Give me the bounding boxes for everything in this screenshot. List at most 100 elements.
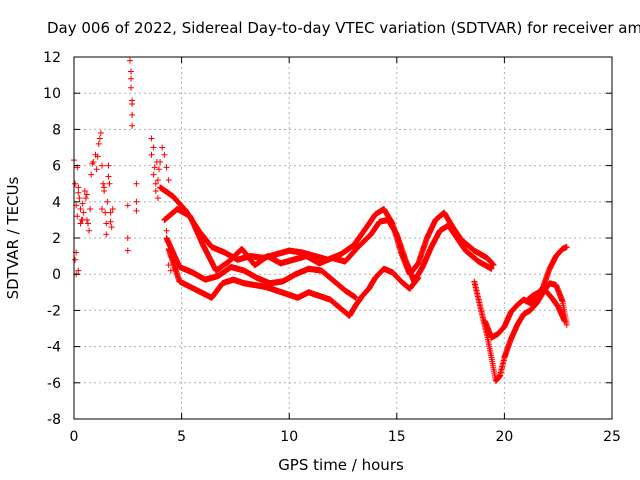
data-point [107,218,114,225]
data-point [105,173,112,180]
data-point [94,153,101,160]
data-point [163,164,170,171]
data-point [165,177,172,184]
data-point [128,84,135,91]
data-point [152,180,159,187]
data-point [95,140,102,147]
series-track-d [163,235,359,301]
data-point [97,130,104,137]
data-point [133,180,140,187]
data-point [163,227,170,234]
y-tick-label: 2 [52,231,61,247]
data-point [563,244,570,251]
data-point [157,158,164,165]
data-point [150,144,157,151]
data-point [84,220,91,227]
data-point [86,227,93,234]
y-tick-label: 10 [43,86,61,102]
x-tick-label: 10 [280,429,298,445]
data-point [102,209,109,216]
data-point [488,265,495,272]
data-point [103,220,110,227]
data-point [93,166,100,173]
x-tick-label: 25 [603,429,621,445]
data-point [167,267,174,274]
x-tick-labels: 0 5 10 15 20 25 [70,429,621,445]
x-tick-label: 5 [177,429,186,445]
data-point [133,198,140,205]
data-point [76,195,83,202]
y-tick-label: 0 [52,267,61,283]
data-point [165,262,172,269]
x-axis-title: GPS time / hours [278,456,404,474]
y-tick-label: 12 [43,50,61,66]
data-point [80,209,87,216]
data-point [81,187,88,194]
y-tick-label: 4 [52,195,61,211]
data-point [128,75,135,82]
data-point [106,180,113,187]
data-point [105,162,112,169]
data-point [159,144,166,151]
data-point [415,274,422,281]
data-point [154,177,161,184]
data-point [154,195,161,202]
data-point [161,216,168,223]
data-point [104,198,111,205]
data-point [148,135,155,142]
data-point [129,97,136,104]
series-gap-scatter [124,57,174,274]
data-point [150,171,157,178]
data-point [101,184,108,191]
chart-title: Day 006 of 2022, Sidereal Day-to-day VTE… [47,19,640,37]
data-point [98,206,105,213]
data-point [124,202,131,209]
data-point [126,57,133,64]
data-point [109,206,116,213]
data-point [74,213,81,220]
data-point [490,262,497,269]
data-point [72,256,79,263]
y-tick-label: -6 [47,376,61,392]
data-point [161,151,168,158]
data-point [79,216,86,223]
data-point [100,180,107,187]
grid-lines [74,57,612,419]
data-point [82,195,89,202]
data-point [129,111,136,118]
data-point [103,231,110,238]
data-point [89,160,96,167]
axis-ticks [73,56,613,420]
data-point [77,220,84,227]
y-tick-label: -2 [47,303,61,319]
data-point [563,321,570,328]
data-point [156,166,163,173]
data-point [129,122,136,129]
data-point [108,224,115,231]
data-point [151,164,158,171]
data-point [96,135,103,142]
y-tick-label: 6 [52,159,61,175]
y-tick-label: -8 [47,412,61,428]
data-point [133,207,140,214]
data-point [128,68,135,75]
data-point [75,189,82,196]
data-point [124,235,131,241]
y-tick-label: 8 [52,122,61,138]
data-point [561,318,568,325]
x-tick-label: 15 [388,429,406,445]
data-point [75,184,82,191]
data-point [124,247,131,254]
y-tick-labels: -8 -6 -4 -2 0 2 4 6 8 10 12 [43,50,61,428]
data-point [72,180,79,187]
series-early-scatter [71,130,116,278]
series-track-e [471,278,570,384]
y-tick-label: -4 [47,340,61,356]
data-point [79,200,86,207]
data-point [77,206,84,213]
data-point [152,187,159,194]
data-point [107,209,114,216]
y-axis-title: SDTVAR / TECUs [4,176,22,299]
data-point [83,191,90,198]
